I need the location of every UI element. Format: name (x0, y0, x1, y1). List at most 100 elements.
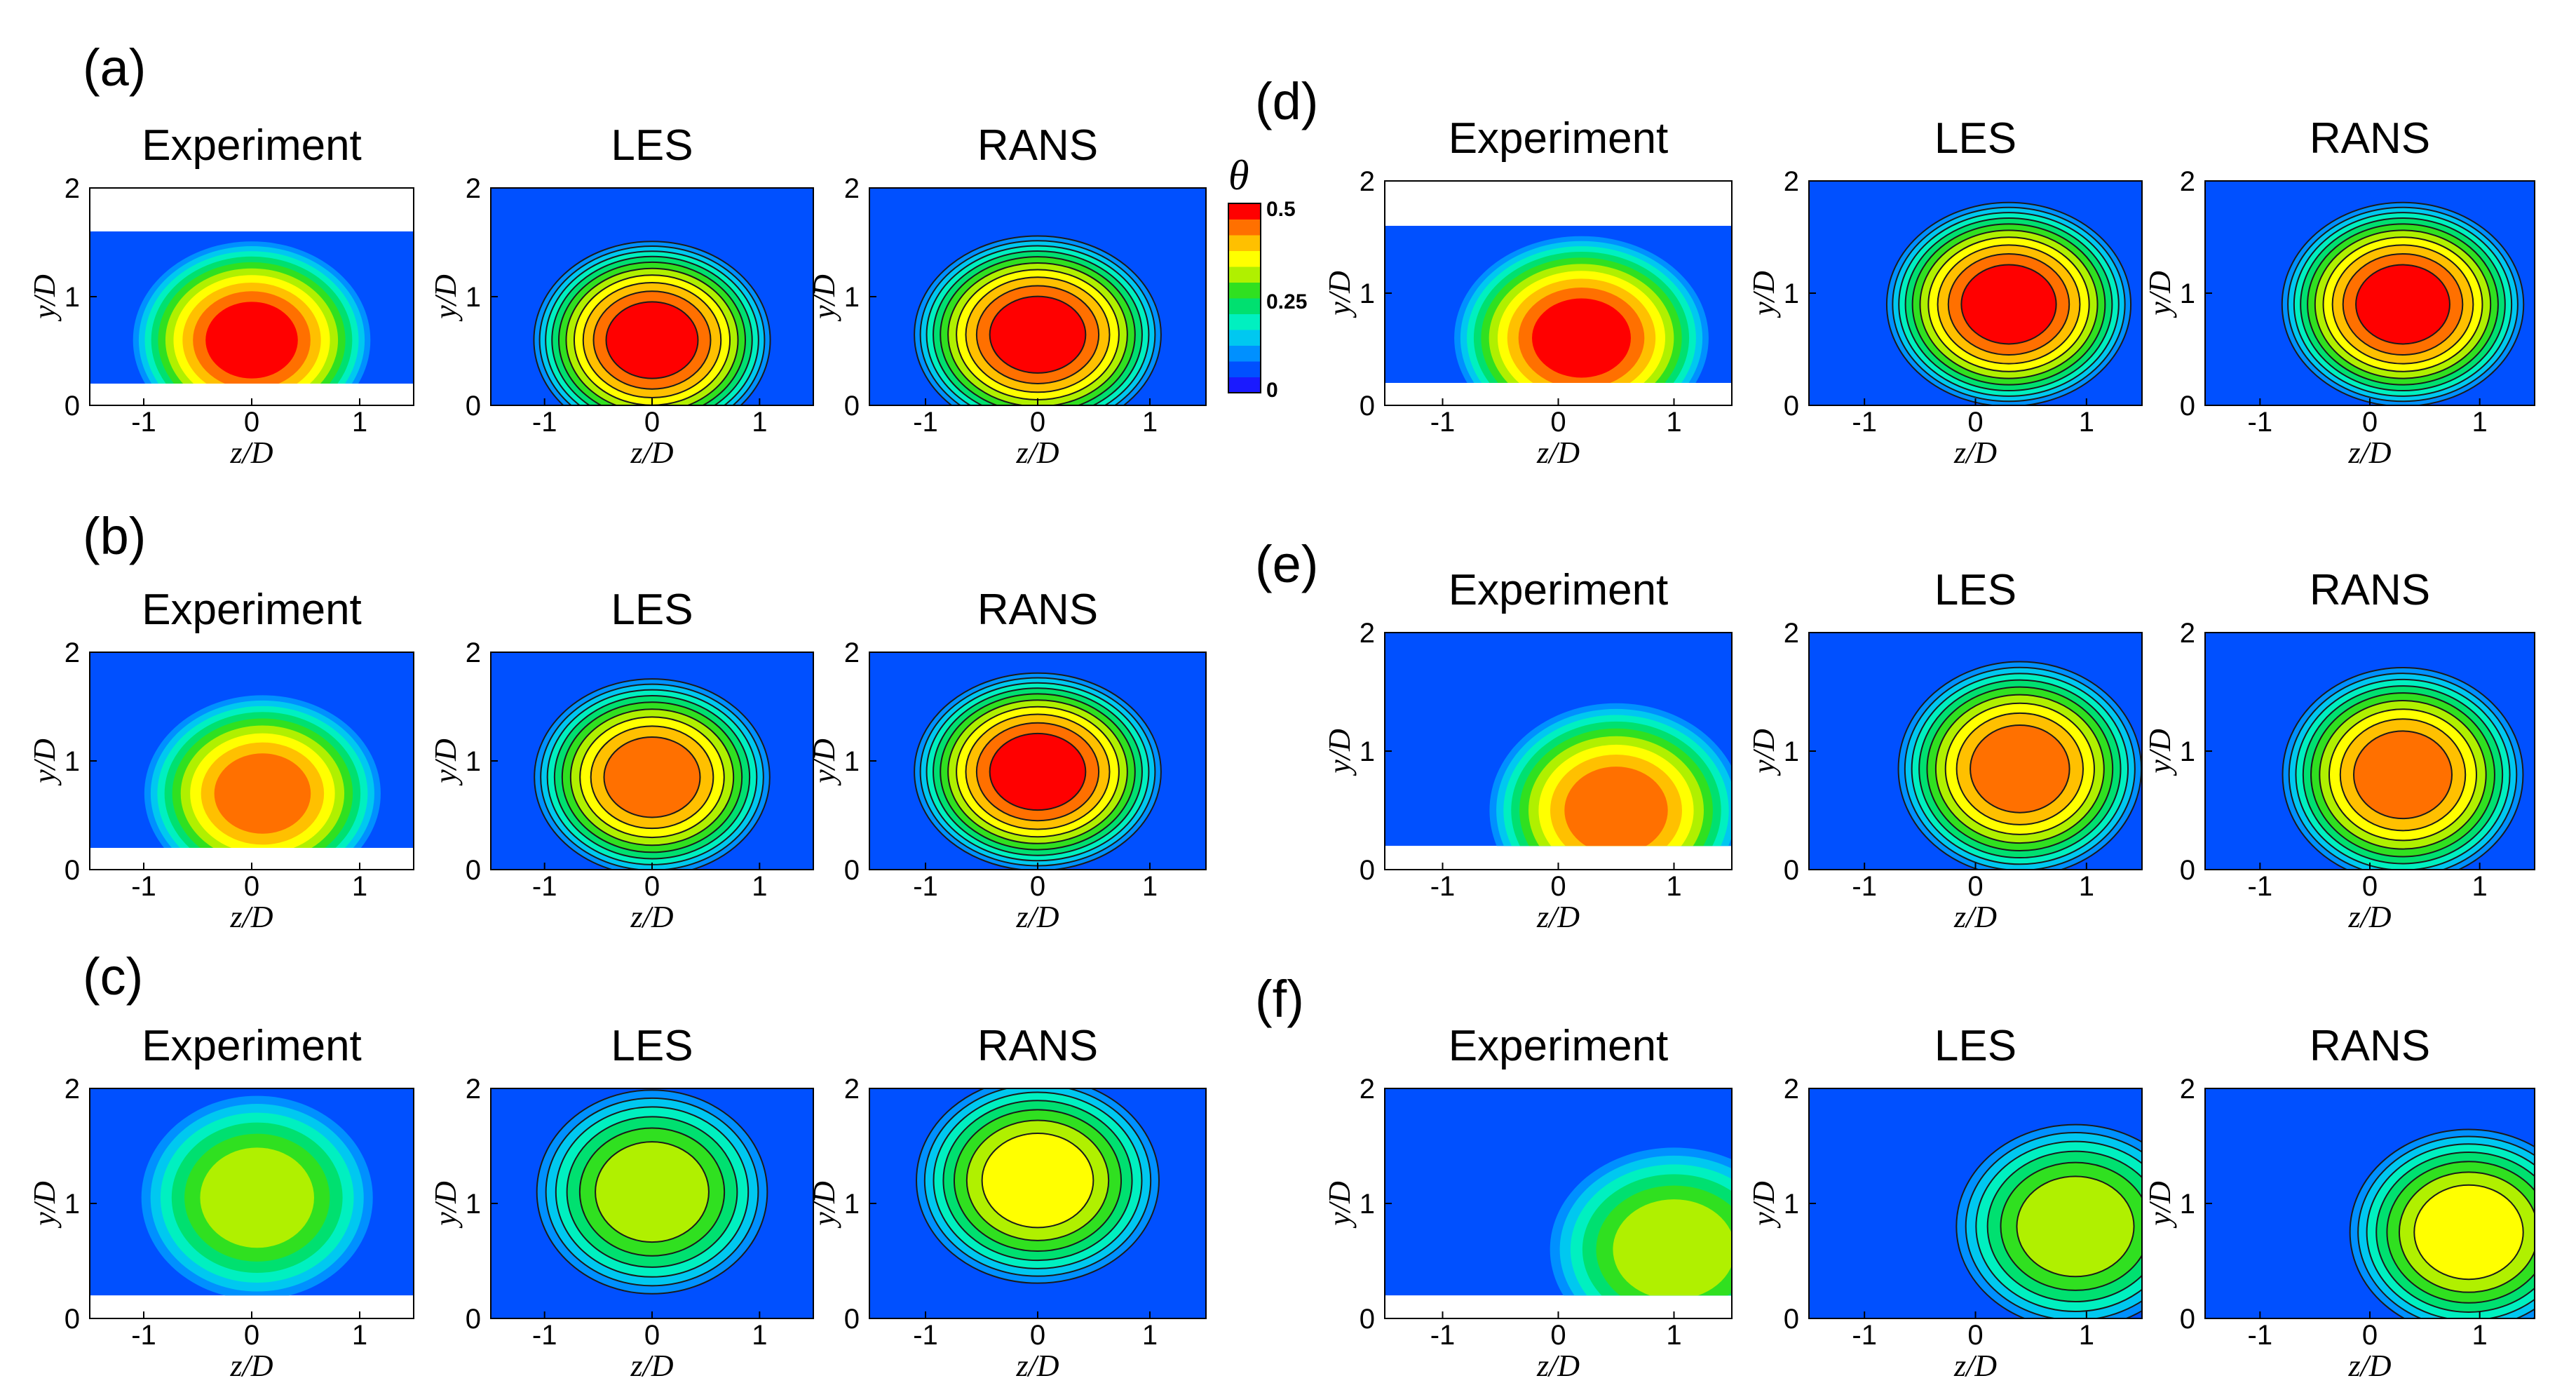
x-tick-label: 0 (244, 871, 259, 902)
y-tick-label: 2 (1784, 166, 1799, 197)
y-tick-label: 0 (65, 391, 80, 421)
contour-plot: LES -1 0 1 0 1 2 z/D y/D (1747, 114, 2143, 470)
y-tick-label: 2 (2180, 618, 2195, 649)
y-tick-label: 0 (1360, 391, 1375, 421)
plot-title: LES (1934, 1022, 2016, 1070)
plot-title: RANS (2310, 566, 2430, 614)
contour-level (1960, 264, 2057, 345)
y-tick-label: 2 (2180, 166, 2195, 197)
y-axis-label: y/D (428, 738, 463, 786)
contour-plot: LES -1 0 1 0 1 2 z/D y/D (1747, 1022, 2143, 1383)
y-axis-label: y/D (2143, 729, 2177, 776)
x-tick-label: -1 (1852, 407, 1877, 438)
y-tick-label: 1 (1360, 1189, 1375, 1220)
plot-title: RANS (2310, 1022, 2430, 1070)
x-tick-label: -1 (532, 871, 557, 902)
contour-level (214, 753, 311, 834)
y-tick-label: 0 (1360, 855, 1375, 886)
x-tick-label: -1 (1852, 871, 1877, 902)
x-tick-label: 1 (1666, 871, 1681, 902)
y-tick-label: 0 (1784, 1304, 1799, 1335)
x-axis-label: z/D (229, 900, 273, 934)
colorbar-band (1228, 250, 1261, 267)
y-axis-label: y/D (1322, 729, 1357, 776)
colorbar-band (1228, 377, 1261, 393)
x-tick-label: 1 (1142, 1320, 1158, 1351)
y-tick-label: 1 (466, 1189, 481, 1220)
y-axis-label: y/D (27, 738, 62, 786)
x-tick-label: 1 (1142, 407, 1158, 438)
y-tick-label: 0 (65, 855, 80, 886)
y-axis-label: y/D (807, 1181, 841, 1229)
contour-field (1809, 633, 2142, 870)
contour-field (1385, 633, 1732, 846)
y-axis-label: y/D (428, 274, 463, 322)
contour-level (1532, 298, 1631, 378)
y-tick-label: 0 (844, 391, 860, 421)
plot-title: Experiment (142, 121, 362, 170)
y-tick-label: 1 (1784, 1189, 1799, 1220)
contour-level (981, 1132, 1094, 1229)
x-tick-label: 1 (2079, 1320, 2094, 1351)
x-tick-label: -1 (2248, 1320, 2273, 1351)
y-tick-label: 0 (1784, 391, 1799, 421)
x-tick-label: 0 (1967, 871, 1983, 902)
panel-label-e: (e) (1255, 535, 1318, 593)
contour-level (200, 1147, 314, 1248)
y-tick-label: 2 (1360, 166, 1375, 197)
x-tick-label: -1 (1430, 871, 1456, 902)
y-tick-label: 1 (65, 746, 80, 777)
contour-field (1385, 226, 1732, 383)
x-tick-label: 0 (1550, 407, 1566, 438)
colorbar-band (1228, 361, 1261, 377)
y-tick-label: 1 (1784, 736, 1799, 767)
contour-field (90, 652, 414, 848)
y-tick-label: 0 (2180, 1304, 2195, 1335)
x-tick-label: -1 (913, 1320, 938, 1351)
x-tick-label: 1 (1142, 871, 1158, 902)
contour-level (989, 295, 1087, 374)
contour-plot: RANS -1 0 1 0 1 2 z/D y/D (2143, 566, 2535, 934)
plot-title: Experiment (1449, 114, 1669, 163)
contour-plot: RANS -1 0 1 0 1 2 z/D y/D (807, 121, 1207, 470)
y-tick-label: 2 (466, 173, 481, 204)
x-tick-label: 1 (2079, 871, 2094, 902)
y-tick-label: 2 (1784, 1074, 1799, 1105)
contour-plot: Experiment -1 0 1 0 1 2 z/D y/D (27, 1022, 414, 1383)
y-tick-label: 2 (844, 173, 860, 204)
x-tick-label: 1 (1666, 1320, 1681, 1351)
x-tick-label: 0 (244, 1320, 259, 1351)
colorbar-frame (1228, 203, 1261, 393)
colorbar-band (1228, 266, 1261, 283)
contour-level (605, 301, 699, 379)
contour-field (1809, 181, 2142, 405)
contour-field (90, 231, 414, 384)
x-tick-label: -1 (131, 407, 156, 438)
x-tick-label: 1 (2472, 1320, 2488, 1351)
y-axis-label: y/D (27, 274, 62, 322)
panel-label-b: (b) (83, 507, 146, 565)
x-tick-label: 0 (1030, 407, 1045, 438)
contour-level (1970, 724, 2070, 814)
y-tick-label: 2 (65, 173, 80, 204)
plot-title: RANS (977, 121, 1098, 170)
contour-field (1385, 1088, 1732, 1296)
x-axis-label: z/D (1536, 1349, 1580, 1383)
y-axis-label: y/D (1747, 1181, 1781, 1229)
y-tick-label: 1 (844, 746, 860, 777)
colorbar-band (1228, 313, 1261, 330)
x-axis-label: z/D (2347, 1349, 2391, 1383)
x-axis-label: z/D (2347, 436, 2391, 470)
y-axis-label: y/D (428, 1181, 463, 1229)
x-tick-label: 0 (1030, 871, 1045, 902)
colorbar-band (1228, 235, 1261, 251)
contour-level (2016, 1175, 2135, 1278)
y-axis-label: y/D (807, 274, 841, 322)
y-axis-label: y/D (27, 1181, 62, 1229)
x-axis-label: z/D (1953, 1349, 1997, 1383)
contour-field (491, 1088, 813, 1318)
colorbar: θ 0.5 0.25 0 (1228, 152, 1307, 402)
plot-title: Experiment (142, 586, 362, 634)
y-tick-label: 1 (2180, 1189, 2195, 1220)
